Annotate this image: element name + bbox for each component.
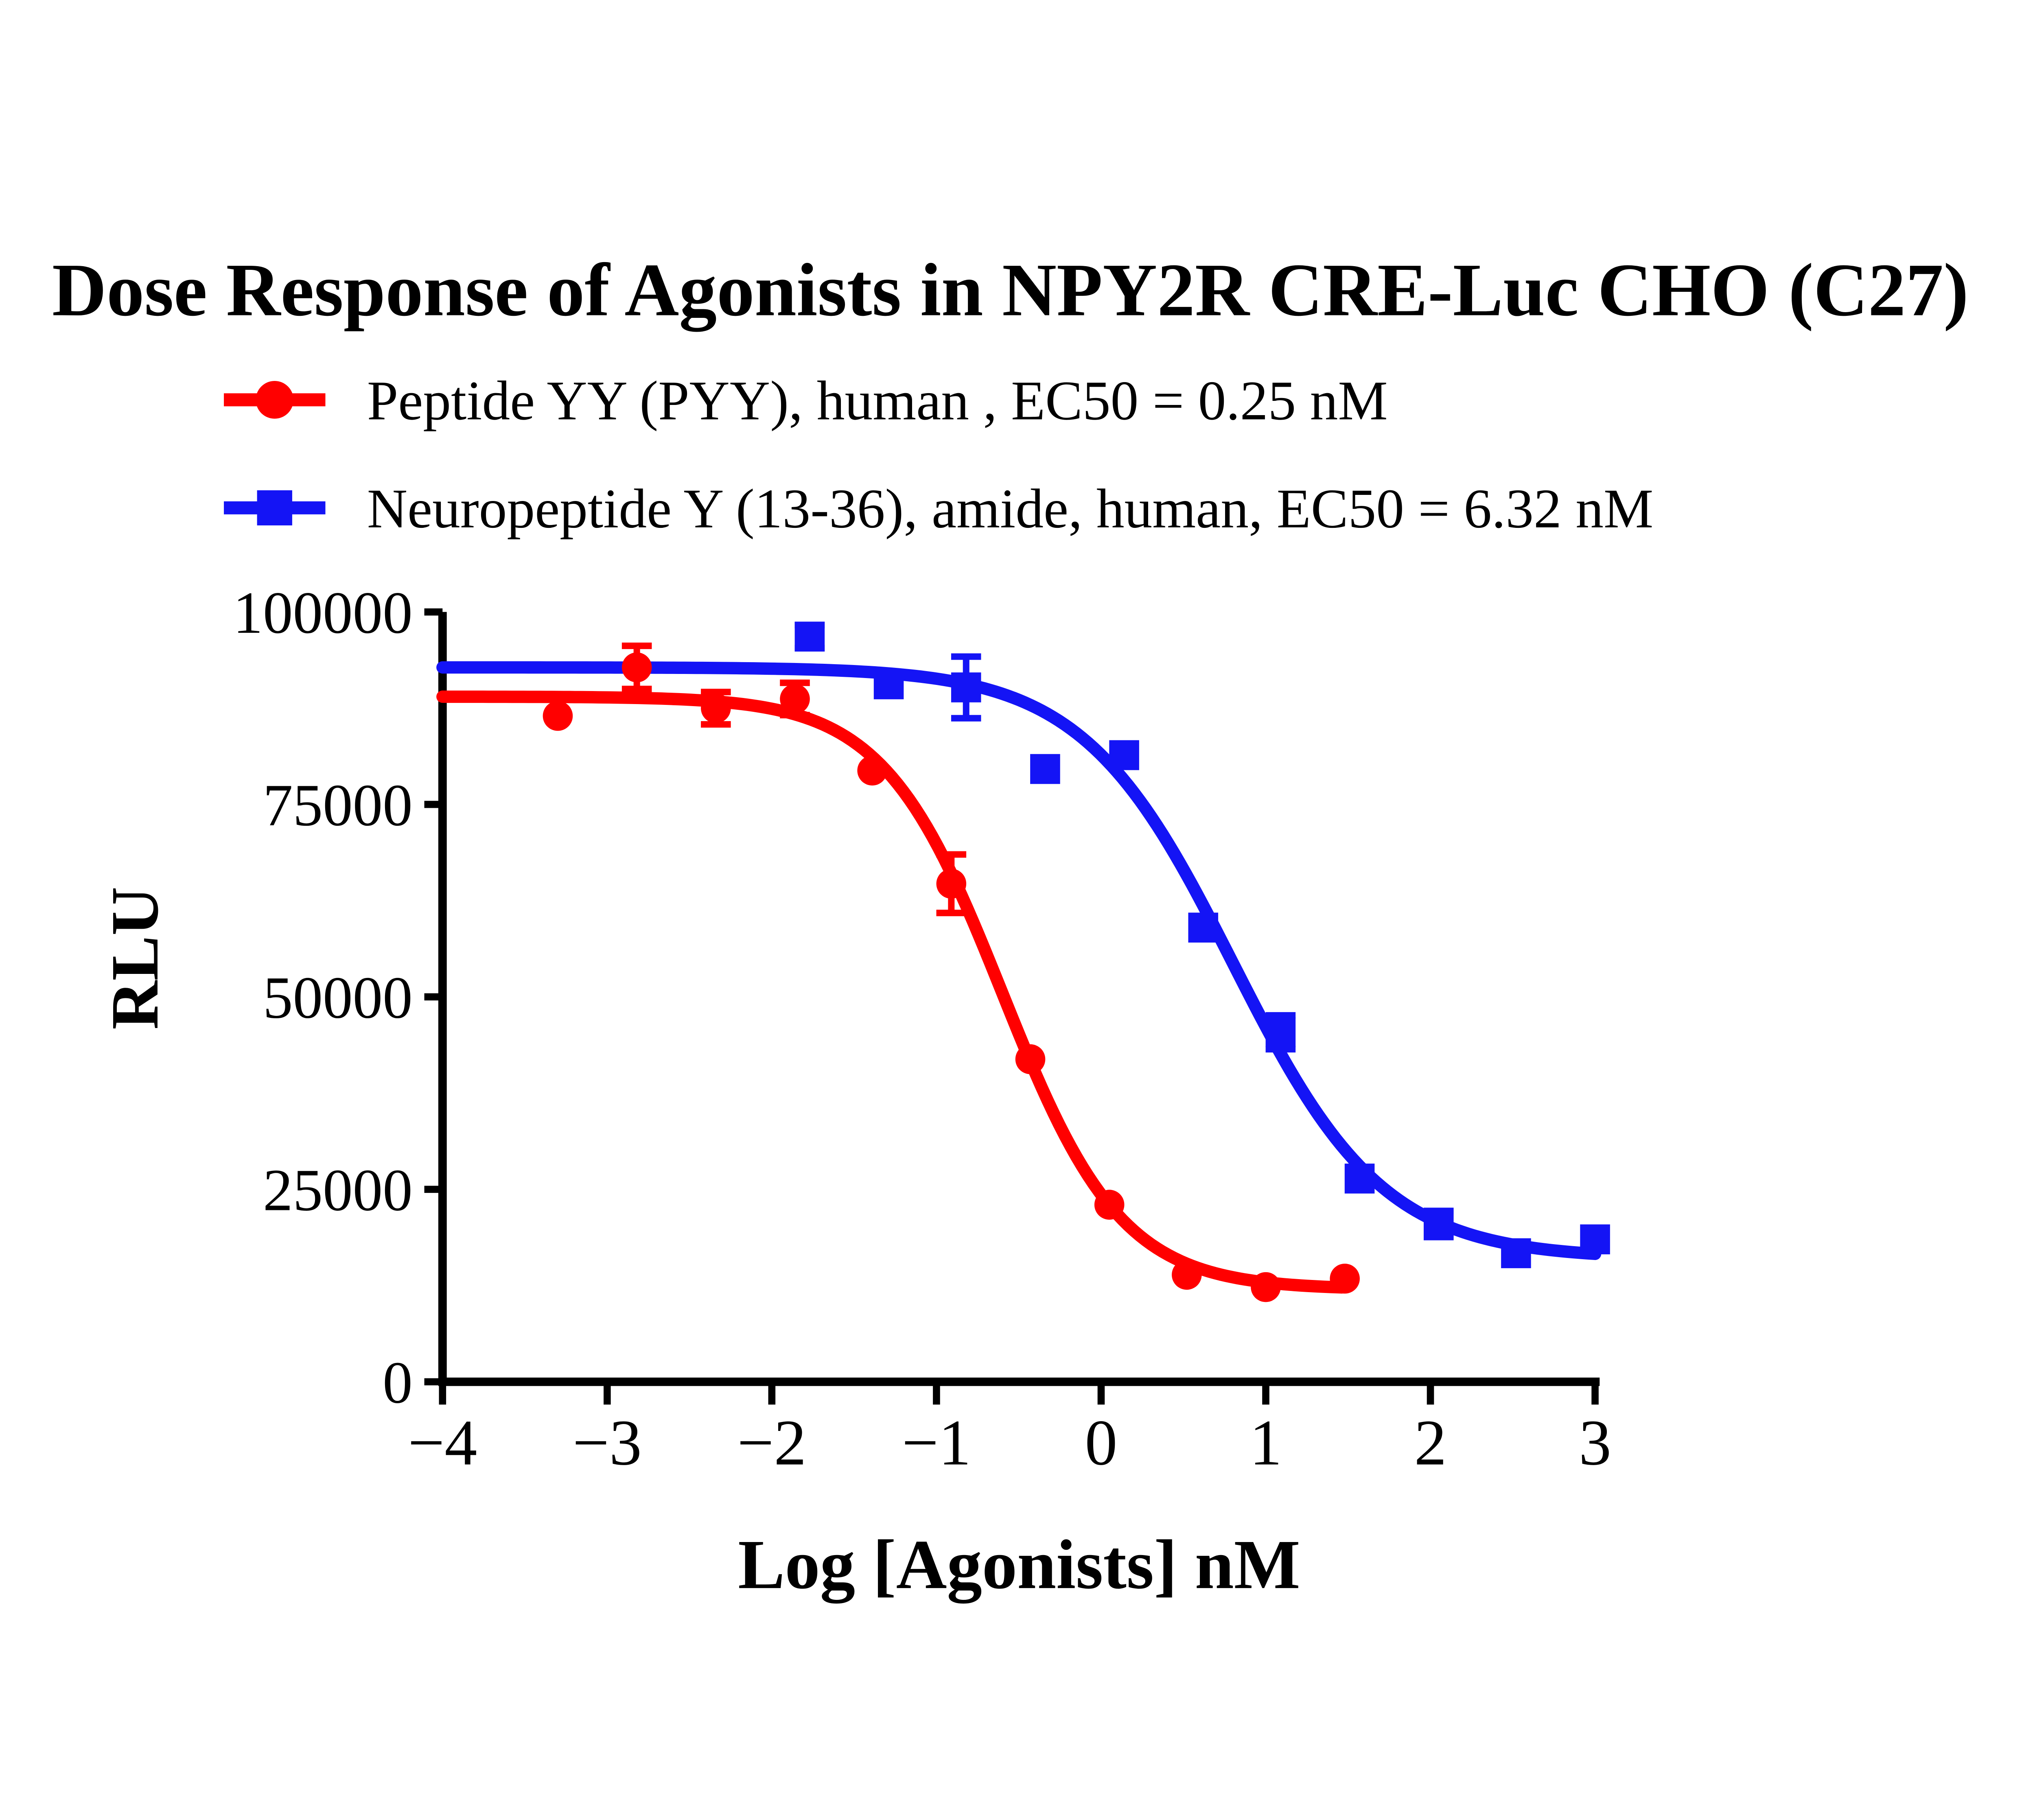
fit-curve-pyy: [436, 690, 1348, 1294]
y-tick-label: 0: [383, 1349, 413, 1415]
legend-item-npy: Neuropeptide Y (13-36), amide, human, EC…: [224, 477, 1653, 540]
data-point-pyy: [621, 652, 652, 682]
legend-item-pyy: Peptide YY (PYY), human , EC50 = 0.25 nM: [224, 369, 1388, 431]
legend: Peptide YY (PYY), human , EC50 = 0.25 nM…: [224, 369, 1653, 540]
axes: 0 25000 50000 75000 100000 −4 −3 −2 −1 0 1 2 3: [233, 580, 1611, 1479]
series-pyy: [436, 642, 1360, 1302]
data-point-pyy: [1015, 1044, 1046, 1074]
chart-title: Dose Response of Agonists in NPY2R CRE-L…: [52, 249, 1969, 332]
legend-label-pyy: Peptide YY (PYY), human , EC50 = 0.25 nM: [367, 369, 1388, 431]
data-point-npy: [1030, 754, 1060, 784]
x-tick-label: 2: [1414, 1407, 1447, 1479]
legend-square-marker-icon: [257, 490, 292, 526]
data-point-pyy: [780, 684, 810, 714]
y-tick-label: 75000: [263, 772, 413, 838]
data-point-pyy: [701, 693, 731, 723]
x-tick-label: −4: [408, 1407, 477, 1479]
y-tick-label: 25000: [263, 1157, 413, 1223]
legend-label-npy: Neuropeptide Y (13-36), amide, human, EC…: [367, 477, 1654, 540]
data-point-pyy: [936, 868, 967, 899]
data-point-npy: [1188, 912, 1219, 943]
data-point-pyy: [1330, 1264, 1360, 1294]
x-tick-label: −3: [573, 1407, 642, 1479]
data-point-npy: [1344, 1164, 1375, 1194]
axis-frame: [438, 612, 1600, 1386]
data-point-pyy: [1094, 1190, 1125, 1220]
data-point-npy: [1580, 1224, 1610, 1255]
data-point-pyy: [1172, 1260, 1202, 1290]
data-point-npy: [873, 669, 904, 700]
plot-series: [436, 621, 1610, 1302]
series-npy: [436, 621, 1610, 1269]
x-axis-title: Log [Agonists] nM: [738, 1526, 1300, 1603]
y-axis-title: RLU: [97, 887, 172, 1030]
x-tick-label: −1: [902, 1407, 971, 1479]
y-tick-label: 50000: [263, 965, 413, 1031]
data-point-npy: [794, 621, 825, 652]
data-point-pyy: [543, 701, 573, 731]
x-tick-label: 0: [1085, 1407, 1117, 1479]
data-point-npy: [1265, 1017, 1296, 1048]
data-point-npy: [1424, 1209, 1454, 1239]
x-tick-label: 1: [1249, 1407, 1282, 1479]
data-point-pyy: [857, 755, 887, 786]
x-tick-label: 3: [1579, 1407, 1611, 1479]
data-point-npy: [1501, 1238, 1531, 1269]
data-point-npy: [1109, 740, 1139, 770]
data-point-npy: [951, 672, 981, 702]
legend-circle-marker-icon: [256, 381, 294, 419]
fit-curve-npy: [436, 661, 1602, 1260]
x-tick-label: −2: [737, 1407, 806, 1479]
data-point-pyy: [1251, 1272, 1281, 1302]
y-tick-label: 100000: [233, 580, 412, 646]
